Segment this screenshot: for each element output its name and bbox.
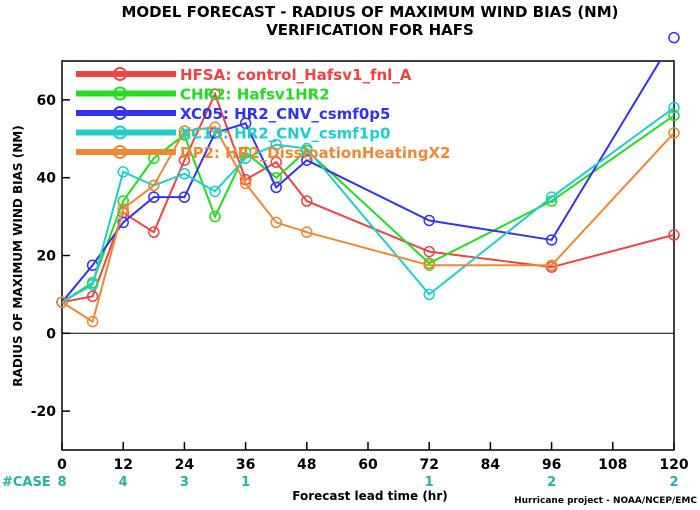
data-point bbox=[545, 259, 558, 271]
data-point bbox=[270, 138, 282, 151]
data-point bbox=[301, 154, 313, 166]
data-point bbox=[423, 259, 435, 271]
legend-entry: CHR2: Hafsv1HR2 bbox=[180, 86, 330, 104]
y-tick-label: 60 bbox=[37, 93, 57, 109]
data-point bbox=[668, 229, 680, 241]
data-point bbox=[301, 226, 313, 238]
x-tick-label: 84 bbox=[481, 457, 501, 473]
x-axis-label: Forecast lead time (hr) bbox=[292, 489, 448, 503]
data-point bbox=[239, 177, 252, 190]
case-counts: 8 4 3 1 1 2 2 bbox=[57, 475, 678, 490]
legend-entry: DP2: HR2_DissipationHeatingX2 bbox=[180, 144, 450, 162]
legend-marker bbox=[113, 145, 127, 159]
chart-title: MODEL FORECAST - RADIUS OF MAXIMUM WIND … bbox=[121, 3, 618, 21]
ticks-layer: 0 12 24 36 48 60 72 84 96 108 120 -20 0 20 40 60 bbox=[31, 93, 689, 473]
data-point bbox=[178, 154, 191, 166]
legend-entry: XC05: HR2_CNV_csmf0p5 bbox=[180, 105, 390, 123]
data-point bbox=[301, 142, 313, 155]
data-point bbox=[86, 278, 99, 291]
legend-entry: XC10: HR2_CNV_csmf1p0 bbox=[180, 125, 390, 143]
data-point bbox=[117, 216, 129, 229]
data-point bbox=[209, 121, 221, 133]
data-point bbox=[668, 127, 680, 139]
series-line bbox=[62, 126, 674, 324]
data-point bbox=[270, 181, 282, 194]
data-point bbox=[209, 210, 221, 223]
case-count: 4 bbox=[119, 475, 128, 490]
x-tick-label: 0 bbox=[57, 457, 67, 473]
x-tick-label: 120 bbox=[659, 457, 688, 473]
y-tick-label: -20 bbox=[31, 404, 57, 420]
case-count: 2 bbox=[547, 475, 556, 490]
series-line bbox=[62, 114, 674, 304]
case-count: 1 bbox=[241, 475, 250, 490]
x-tick-label: 48 bbox=[297, 457, 316, 473]
data-point bbox=[178, 125, 191, 137]
legend-entry: HFSA: control_Hafsv1_fnl_A bbox=[180, 66, 412, 84]
case-count: 8 bbox=[57, 475, 66, 490]
data-point bbox=[56, 296, 68, 308]
x-tick-label: 108 bbox=[598, 457, 627, 473]
legend: HFSA: control_Hafsv1_fnl_A CHR2: Hafsv1HR… bbox=[76, 66, 450, 162]
data-point bbox=[668, 31, 680, 44]
x-tick-label: 24 bbox=[175, 457, 195, 473]
data-point bbox=[270, 216, 282, 229]
series-layer bbox=[56, 31, 680, 328]
data-point bbox=[178, 191, 191, 203]
data-point bbox=[239, 152, 252, 164]
data-point bbox=[423, 214, 435, 227]
data-point bbox=[668, 101, 680, 114]
case-label: #CASE bbox=[2, 475, 51, 490]
data-point bbox=[545, 234, 558, 246]
x-tick-label: 36 bbox=[236, 457, 255, 473]
x-tick-label: 60 bbox=[358, 457, 378, 473]
legend-marker bbox=[113, 125, 127, 140]
data-point bbox=[668, 109, 680, 122]
data-point bbox=[209, 185, 221, 198]
series-line bbox=[62, 106, 674, 304]
data-point bbox=[148, 226, 160, 238]
data-point bbox=[239, 117, 252, 129]
data-point bbox=[86, 315, 99, 328]
data-point bbox=[178, 129, 191, 141]
chart-subtitle: VERIFICATION FOR HAFS bbox=[266, 21, 474, 39]
data-point bbox=[178, 168, 191, 180]
legend-marker bbox=[113, 106, 127, 120]
data-point bbox=[423, 288, 435, 301]
y-tick-label: 40 bbox=[37, 171, 57, 187]
credit-text: Hurricane project - NOAA/NCEP/EMC bbox=[514, 496, 697, 506]
case-count: 1 bbox=[425, 475, 434, 490]
legend-marker bbox=[113, 86, 127, 101]
series-4 bbox=[56, 121, 680, 328]
legend-marker bbox=[113, 67, 127, 81]
data-point bbox=[86, 290, 99, 303]
data-point bbox=[148, 191, 160, 203]
data-point bbox=[148, 179, 160, 192]
data-point bbox=[117, 203, 129, 215]
y-tick-label: 20 bbox=[37, 249, 57, 265]
y-axis-label: RADIUS OF MAXIMUM WIND BIAS (NM) bbox=[11, 125, 25, 386]
x-tick-label: 12 bbox=[113, 457, 132, 473]
case-count: 3 bbox=[180, 475, 189, 490]
data-point bbox=[117, 195, 129, 207]
case-count: 2 bbox=[669, 475, 678, 490]
data-point bbox=[209, 88, 221, 100]
y-tick-label: 0 bbox=[46, 326, 56, 342]
x-tick-label: 96 bbox=[542, 457, 561, 473]
data-point bbox=[270, 156, 282, 168]
data-point bbox=[301, 195, 313, 207]
data-point bbox=[545, 191, 558, 203]
x-tick-label: 72 bbox=[419, 457, 438, 473]
data-point bbox=[423, 245, 435, 258]
data-point bbox=[117, 166, 129, 178]
